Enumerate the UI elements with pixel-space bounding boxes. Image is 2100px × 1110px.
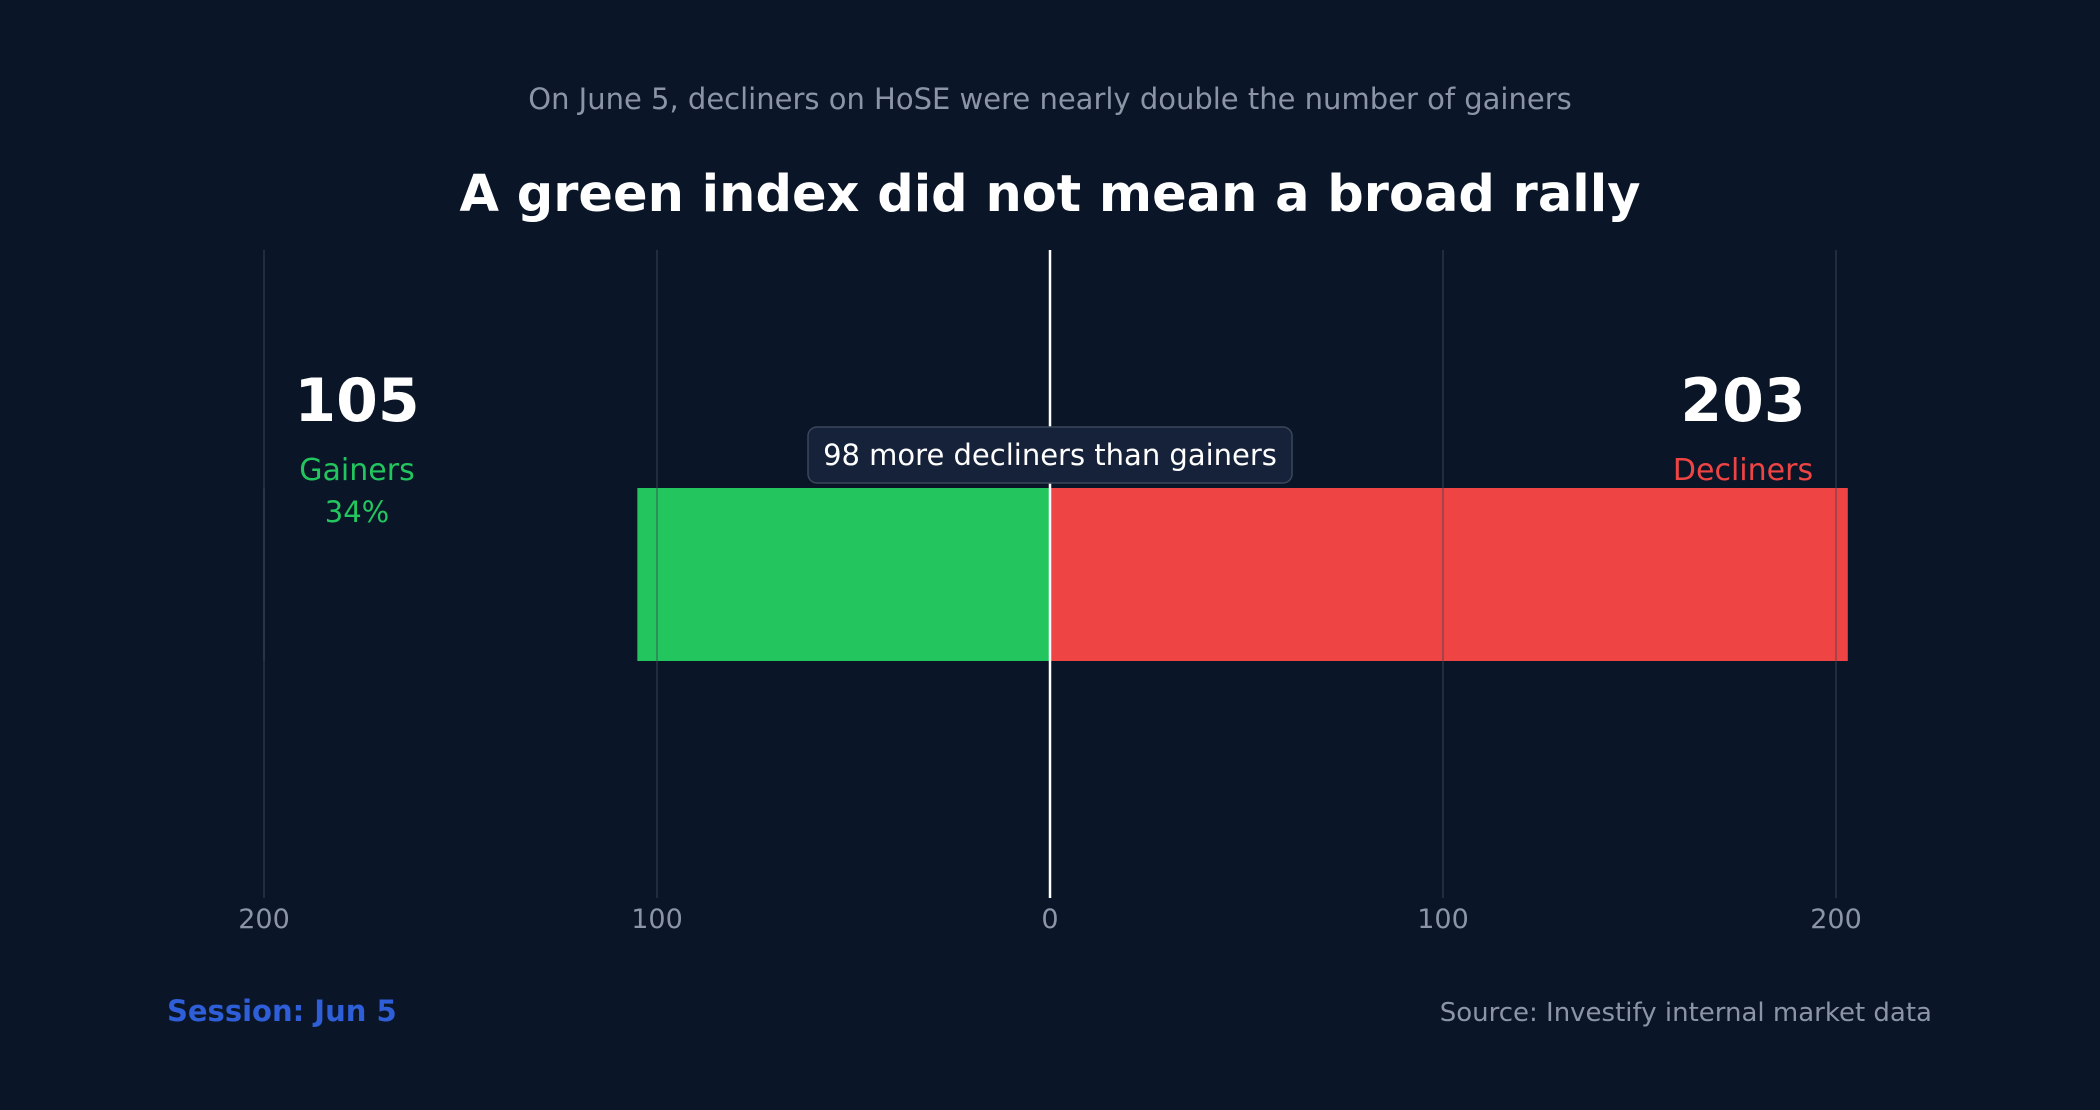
bar-gainers — [637, 488, 1050, 661]
gainers-value: 105 — [294, 366, 419, 436]
x-tick-label: 100 — [1417, 904, 1469, 935]
x-tick-label: 100 — [631, 904, 683, 935]
gainers-label: Gainers — [299, 453, 414, 488]
chart-subtitle: On June 5, decliners on HoSE were nearly… — [528, 82, 1572, 116]
x-tick-label: 200 — [238, 904, 290, 935]
decliners-label: Decliners — [1673, 453, 1813, 488]
annotation-text: 98 more decliners than gainers — [823, 438, 1277, 472]
overlay-layer: 98 more decliners than gainers — [263, 250, 1837, 898]
decliners-value: 203 — [1680, 366, 1805, 436]
chart-title: A green index did not mean a broad rally — [460, 165, 1641, 224]
x-tick-label: 200 — [1810, 904, 1862, 935]
bar-decliners — [1050, 488, 1848, 661]
session-label: Session: Jun 5 — [167, 994, 397, 1028]
x-tick-label: 0 — [1041, 904, 1058, 935]
annotation-box — [807, 426, 1293, 484]
grid-layer: 200 100 0 100 200 — [238, 250, 1862, 935]
bar-layer — [637, 488, 1848, 661]
source-label: Source: Investify internal market data — [1440, 998, 1932, 1028]
gainers-share: 34% — [325, 495, 389, 529]
